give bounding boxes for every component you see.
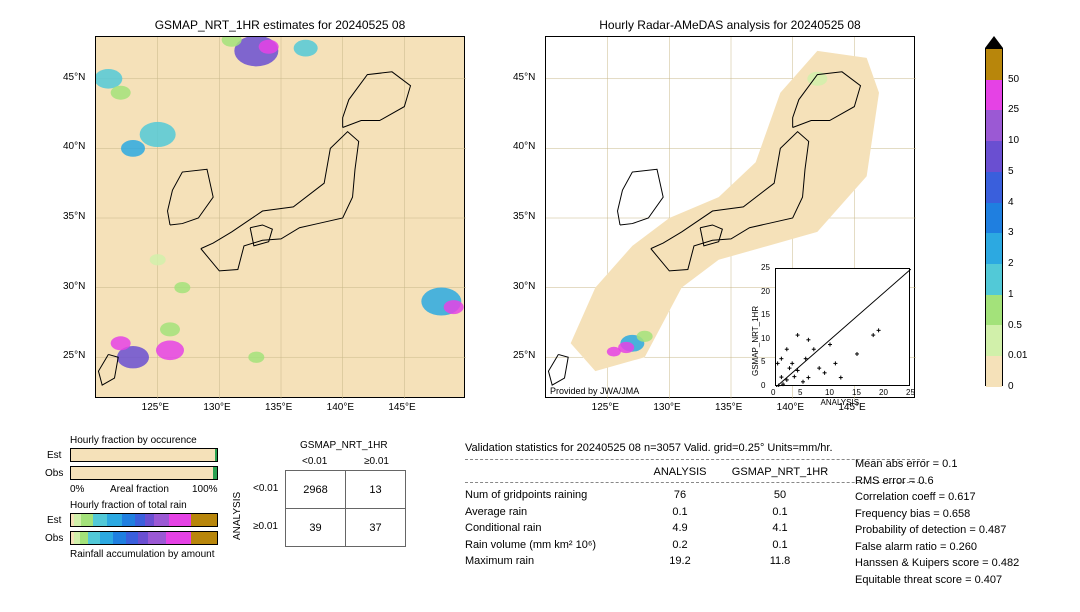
pct100: 100%	[192, 484, 218, 495]
occurrence-bar-est	[70, 448, 218, 462]
right-map-title: Hourly Radar-AMeDAS analysis for 2024052…	[545, 18, 915, 32]
est-label-2: Est	[47, 515, 61, 526]
metric-row: Hanssen & Kuipers score = 0.482	[855, 555, 1065, 572]
contingency-row-ge: ≥0.01	[253, 521, 278, 532]
metric-row: Equitable threat score = 0.407	[855, 572, 1065, 589]
left-map-title: GSMAP_NRT_1HR estimates for 20240525 08	[95, 18, 465, 32]
metric-row: RMS error = 0.6	[855, 473, 1065, 490]
metric-row: False alarm ratio = 0.260	[855, 539, 1065, 556]
metric-row: Probability of detection = 0.487	[855, 522, 1065, 539]
cell-01: 13	[346, 471, 406, 509]
col-analysis: ANALYSIS	[640, 464, 720, 481]
contingency-row-header: ANALYSIS	[232, 492, 243, 540]
contingency-col-ge: ≥0.01	[364, 456, 389, 467]
contingency-col-lt: <0.01	[302, 456, 327, 467]
occurrence-title: Hourly fraction by occurence	[70, 435, 197, 446]
contingency-col-header: GSMAP_NRT_1HR	[300, 440, 388, 451]
col-gsmap: GSMAP_NRT_1HR	[720, 464, 840, 481]
colorbar-top-arrow	[985, 36, 1003, 48]
accum-title: Rainfall accumulation by amount	[70, 549, 215, 560]
total-rain-title: Hourly fraction of total rain	[70, 500, 187, 511]
metric-row: Frequency bias = 0.658	[855, 506, 1065, 523]
occurrence-bar-obs	[70, 466, 218, 480]
obs-label-1: Obs	[45, 468, 63, 479]
scatter-inset	[775, 268, 910, 386]
contingency-row-lt: <0.01	[253, 483, 278, 494]
contingency-table: 296813 3937	[285, 470, 406, 547]
rain-bar-obs	[70, 531, 218, 545]
areal-fraction-label: Areal fraction	[110, 484, 169, 495]
cell-10: 39	[286, 509, 346, 547]
est-label-1: Est	[47, 450, 61, 461]
gsmap-map	[95, 36, 465, 398]
rain-bar-est	[70, 513, 218, 527]
obs-label-2: Obs	[45, 533, 63, 544]
colorbar: 00.010.512345102550	[985, 48, 1003, 386]
metric-row: Correlation coeff = 0.617	[855, 489, 1065, 506]
credit-text: Provided by JWA/JMA	[550, 386, 639, 396]
metrics-block: Mean abs error = 0.1RMS error = 0.6Corre…	[855, 456, 1065, 588]
cell-00: 2968	[286, 471, 346, 509]
metric-row: Mean abs error = 0.1	[855, 456, 1065, 473]
cell-11: 37	[346, 509, 406, 547]
pct0: 0%	[70, 484, 84, 495]
